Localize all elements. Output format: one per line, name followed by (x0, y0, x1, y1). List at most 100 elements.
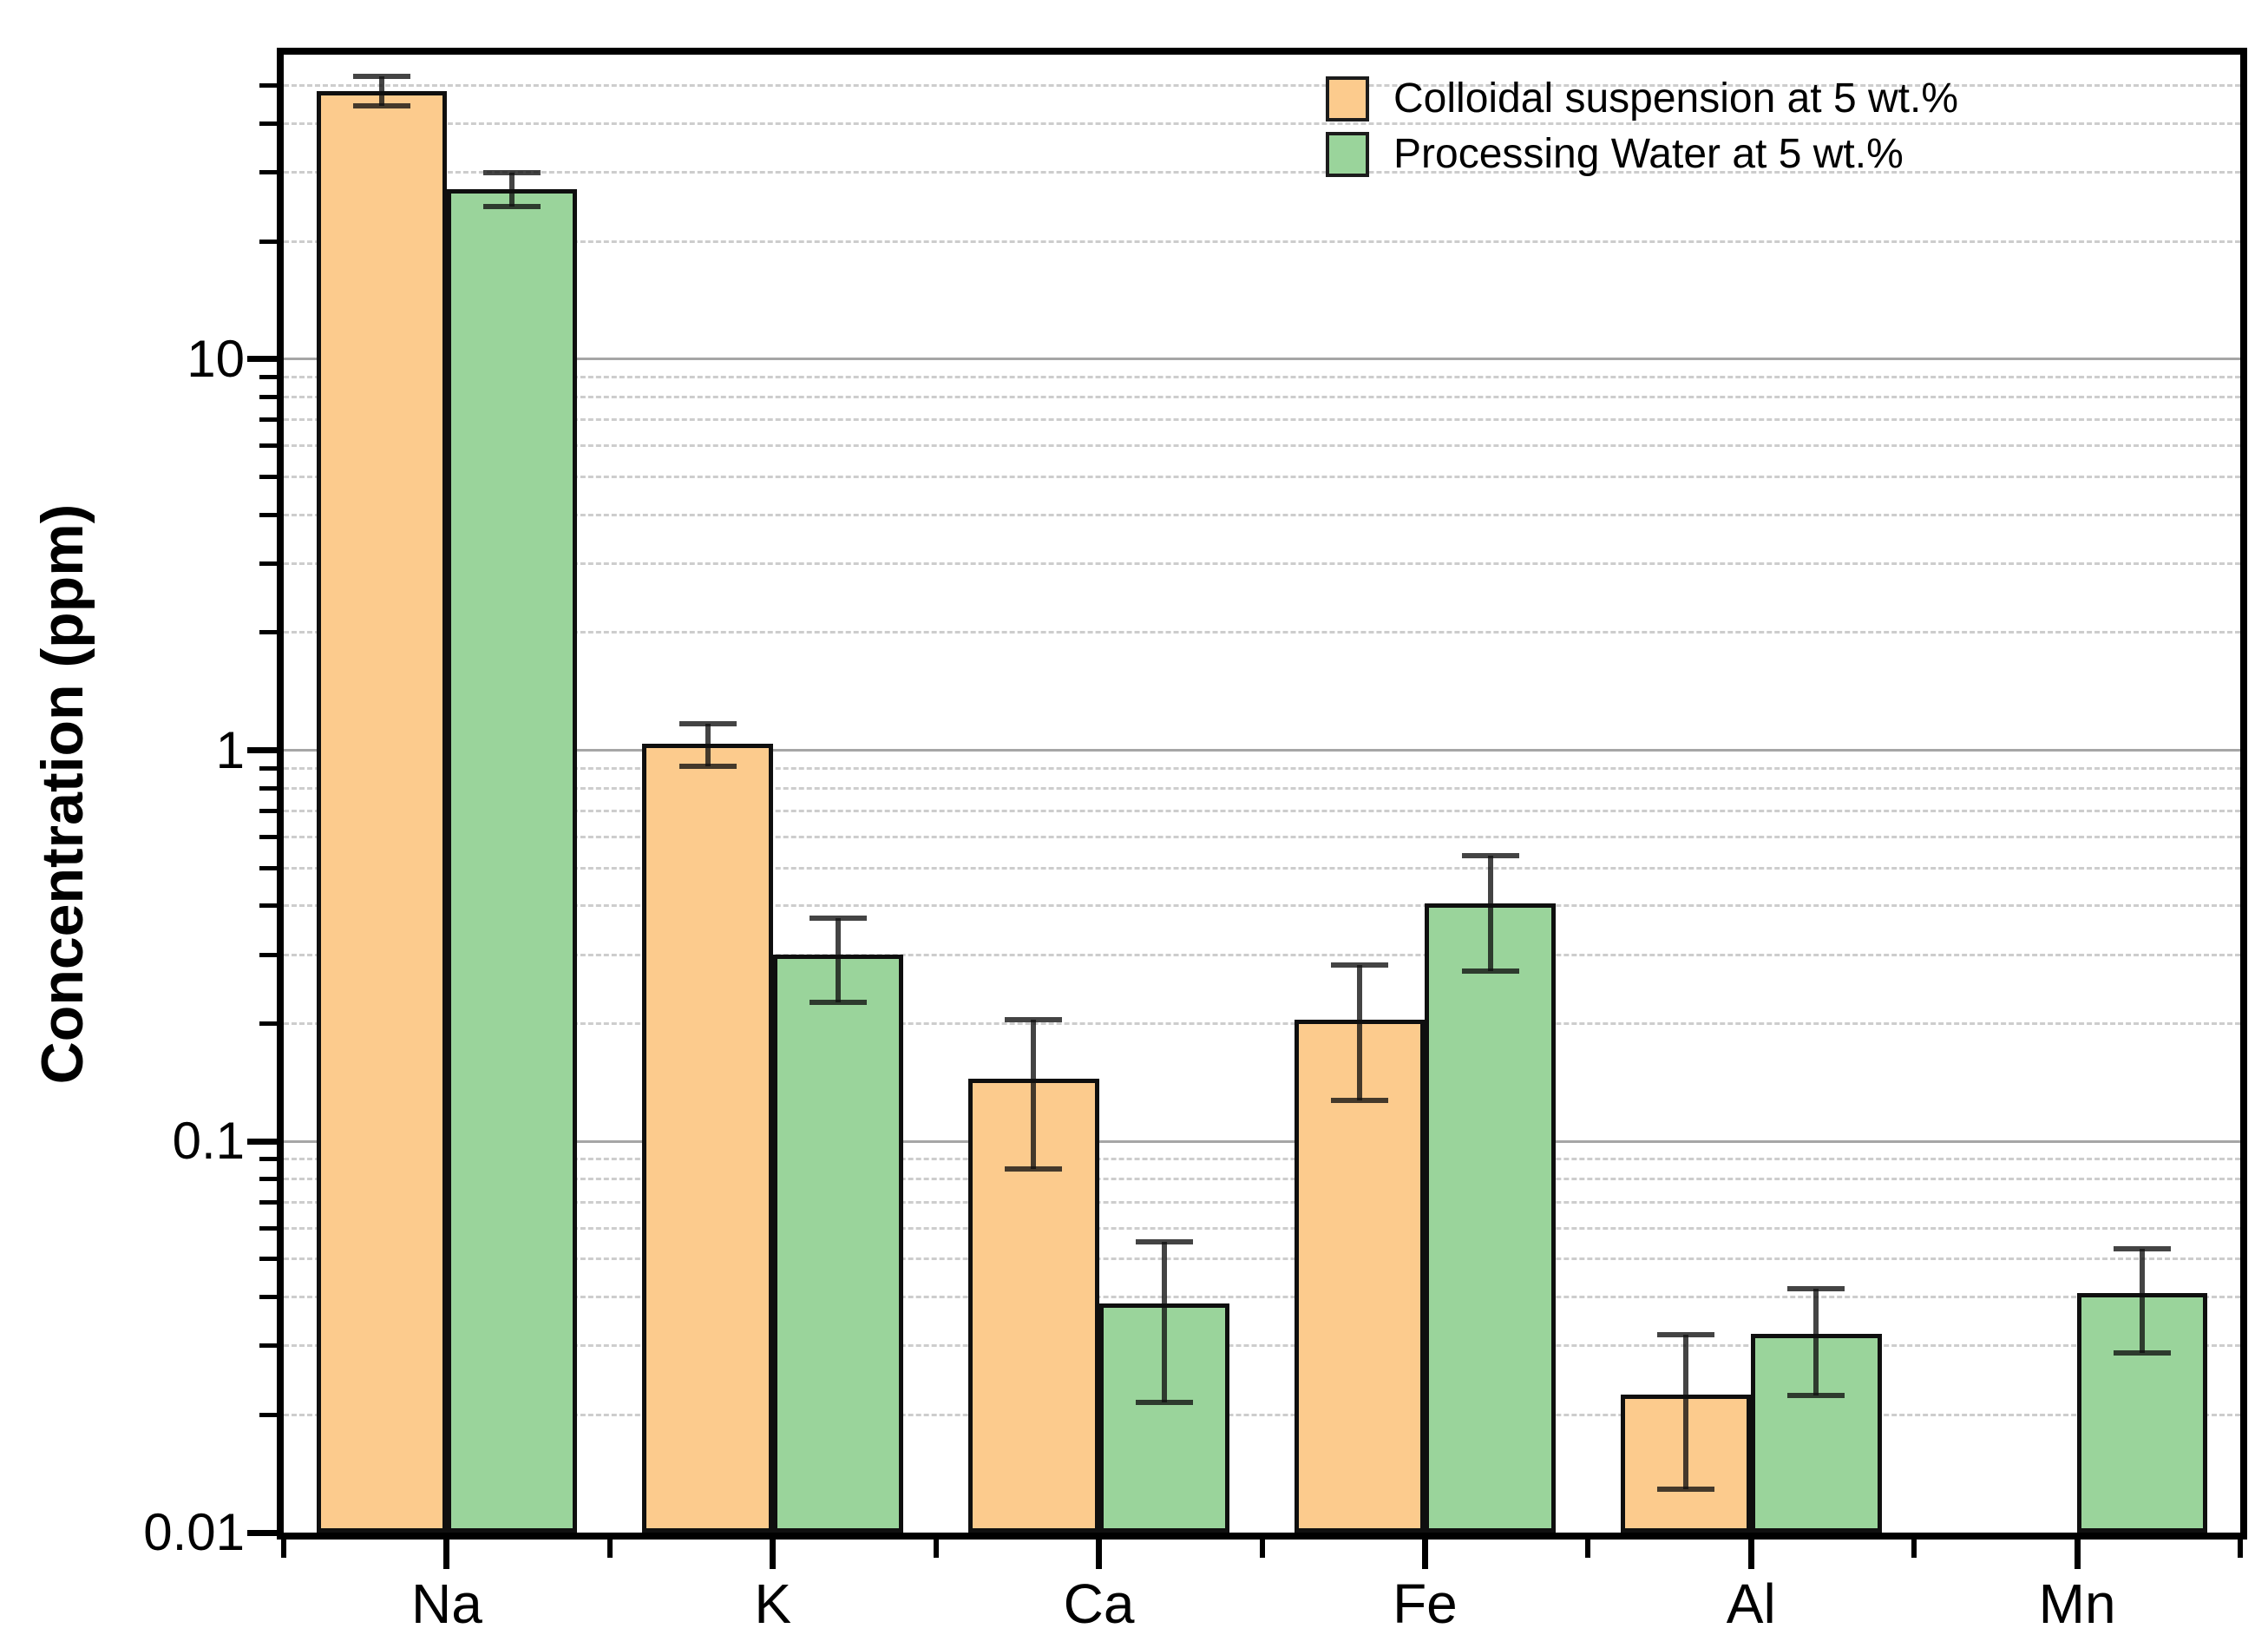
y-minor-tick (259, 561, 277, 566)
y-major-tick (247, 356, 277, 363)
gridline-minor (284, 84, 2240, 88)
error-bar-Ca-processing (1161, 1241, 1167, 1403)
gridline-minor (284, 835, 2240, 838)
gridline-minor (284, 444, 2240, 448)
x-minor-tick (1911, 1540, 1917, 1558)
x-minor-tick (2238, 1540, 2243, 1558)
x-tick-label: Al (1726, 1572, 1776, 1635)
x-major-tick (2074, 1540, 2081, 1569)
gridline-minor (284, 1226, 2240, 1230)
y-minor-tick (259, 1257, 277, 1262)
bar-Ca-processing (1098, 1303, 1229, 1533)
error-bar-Mn-processing (2140, 1248, 2146, 1353)
y-minor-tick (259, 170, 277, 175)
y-major-tick (247, 1138, 277, 1145)
x-tick-label: Ca (1063, 1572, 1135, 1635)
error-bar-Al-processing (1813, 1289, 1819, 1396)
error-bar-Na-processing (509, 173, 515, 207)
x-major-tick (770, 1540, 777, 1569)
gridline-minor (284, 121, 2240, 125)
legend-label-colloidal: Colloidal suspension at 5 wt.% (1393, 76, 1959, 121)
error-bar-Al-colloidal-cap-top (1657, 1331, 1715, 1337)
x-major-tick (1421, 1540, 1428, 1569)
error-bar-K-colloidal (705, 723, 711, 766)
gridline-minor (284, 1158, 2240, 1161)
error-bar-Fe-colloidal-cap-bottom (1331, 1098, 1389, 1104)
error-bar-Mn-processing-cap-bottom (2114, 1349, 2172, 1356)
bar-K-processing (772, 955, 904, 1533)
legend-swatch-colloidal (1326, 76, 1369, 121)
x-minor-tick (1259, 1540, 1265, 1558)
y-minor-tick (259, 808, 277, 813)
error-bar-Na-processing-cap-top (483, 170, 541, 176)
gridline-minor (284, 171, 2240, 174)
gridline-minor (284, 1344, 2240, 1348)
gridline-minor (284, 561, 2240, 565)
error-bar-Na-processing-cap-bottom (483, 204, 541, 210)
y-tick-label: 1 (215, 720, 245, 779)
x-minor-tick (281, 1540, 286, 1558)
x-tick-label: Mn (2038, 1572, 2116, 1635)
y-minor-tick (259, 903, 277, 909)
gridline-minor (284, 866, 2240, 870)
y-minor-tick (259, 417, 277, 423)
gridline-minor (284, 766, 2240, 770)
error-bar-Na-colloidal-cap-bottom (352, 103, 410, 109)
gridline-minor (284, 809, 2240, 812)
x-tick-label: K (754, 1572, 792, 1635)
y-minor-tick (259, 474, 277, 479)
legend-item-colloidal: Colloidal suspension at 5 wt.% (1326, 75, 1958, 122)
y-minor-tick (259, 765, 277, 771)
y-major-tick (247, 747, 277, 753)
y-minor-tick (259, 512, 277, 517)
y-minor-tick (259, 952, 277, 957)
bar-Fe-colloidal (1295, 1019, 1426, 1533)
gridline-minor (284, 475, 2240, 478)
y-minor-tick (259, 1157, 277, 1162)
x-minor-tick (1585, 1540, 1591, 1558)
y-minor-tick (259, 1199, 277, 1205)
error-bar-Al-processing-cap-bottom (1787, 1393, 1845, 1399)
error-bar-Ca-processing-cap-bottom (1135, 1400, 1193, 1406)
gridline-minor (284, 1022, 2240, 1026)
error-bar-Ca-colloidal-cap-bottom (1005, 1166, 1063, 1172)
y-minor-tick (259, 1225, 277, 1231)
y-minor-tick (259, 121, 277, 126)
gridline-major (284, 749, 2240, 752)
error-bar-Al-colloidal-cap-bottom (1657, 1487, 1715, 1493)
y-minor-tick (259, 1343, 277, 1349)
bar-K-colloidal (642, 743, 773, 1533)
gridline-minor (284, 1296, 2240, 1299)
y-minor-tick (259, 785, 277, 791)
plot-area (247, 48, 2247, 1569)
legend: Colloidal suspension at 5 wt.% Processin… (1326, 75, 1958, 186)
bar-Na-colloidal (316, 90, 447, 1533)
error-bar-Fe-colloidal (1357, 964, 1363, 1101)
y-minor-tick (259, 394, 277, 399)
y-major-tick (247, 1529, 277, 1536)
x-major-tick (1096, 1540, 1103, 1569)
y-minor-tick (259, 630, 277, 635)
gridline-major (284, 1139, 2240, 1143)
y-tick-label: 10 (187, 329, 245, 388)
y-tick-label: 0.1 (172, 1112, 245, 1171)
x-tick-label: Na (411, 1572, 482, 1635)
legend-item-processing: Processing Water at 5 wt.% (1326, 130, 1958, 178)
gridline-minor (284, 1413, 2240, 1416)
gridline-minor (284, 240, 2240, 243)
y-minor-tick (259, 865, 277, 870)
y-minor-tick (259, 83, 277, 89)
gridline-minor (284, 904, 2240, 908)
error-bar-Ca-colloidal-cap-top (1005, 1016, 1063, 1022)
error-bar-K-colloidal-cap-top (678, 720, 737, 726)
error-bar-K-colloidal-cap-bottom (678, 763, 737, 769)
error-bar-Al-processing-cap-top (1787, 1286, 1845, 1292)
bar-Na-processing (446, 188, 578, 1533)
y-axis-title: Concentration (ppm) (29, 503, 95, 1085)
error-bar-Fe-processing-cap-bottom (1461, 968, 1519, 974)
error-bar-Al-colloidal (1683, 1334, 1689, 1490)
gridline-minor (284, 953, 2240, 956)
error-bar-Ca-colloidal (1031, 1019, 1037, 1170)
gridline-minor (284, 375, 2240, 378)
x-major-tick (1747, 1540, 1754, 1569)
